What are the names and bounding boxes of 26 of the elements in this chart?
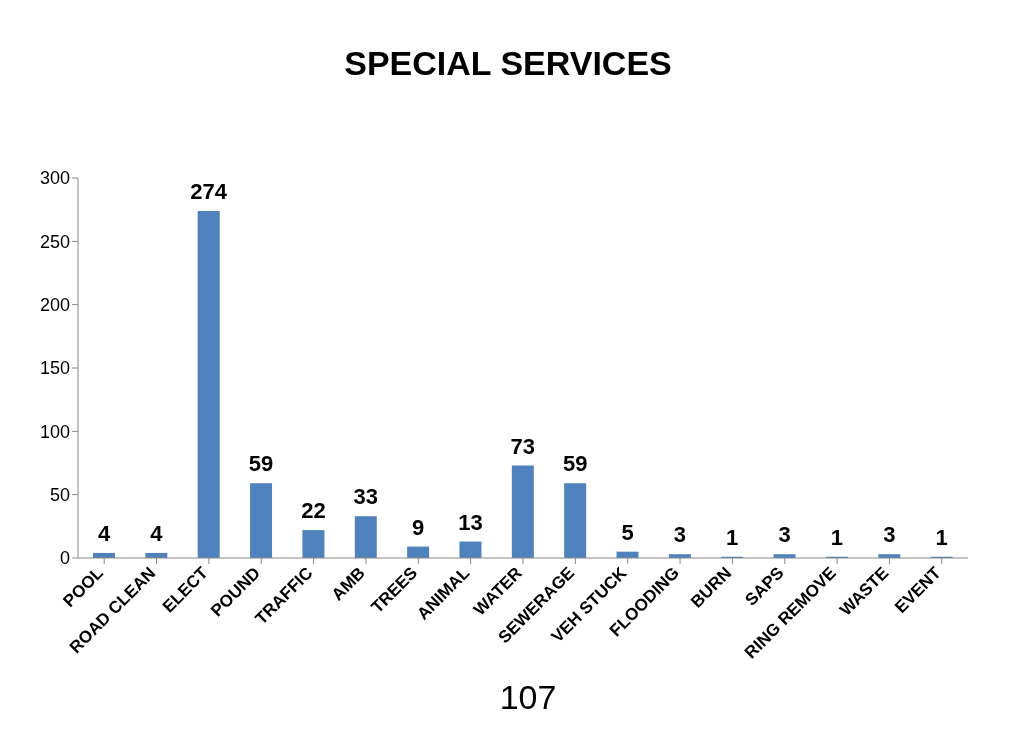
y-tick-label: 0 bbox=[59, 548, 70, 569]
data-label: 4 bbox=[97, 520, 111, 546]
data-label: 1 bbox=[935, 524, 948, 550]
data-label: 33 bbox=[353, 484, 379, 510]
y-tick-label: 300 bbox=[39, 168, 70, 189]
data-label: 59 bbox=[562, 451, 588, 477]
data-label: 4 bbox=[150, 520, 164, 546]
data-label: 3 bbox=[883, 522, 896, 548]
y-tick-label: 250 bbox=[39, 231, 70, 252]
data-label: 13 bbox=[458, 509, 483, 535]
data-label: 3 bbox=[778, 522, 791, 548]
y-tick-label: 50 bbox=[49, 485, 70, 506]
data-label: 5 bbox=[621, 519, 634, 545]
chart-title: SPECIAL SERVICES bbox=[343, 44, 673, 83]
data-label: 274 bbox=[190, 178, 228, 204]
data-label: 1 bbox=[830, 524, 844, 550]
y-tick-label: 100 bbox=[39, 421, 70, 442]
y-tick-label: 150 bbox=[39, 358, 70, 379]
y-tick-label: 200 bbox=[39, 295, 70, 316]
text: 107 bbox=[498, 678, 558, 717]
data-label: 1 bbox=[726, 524, 739, 550]
data-label: 3 bbox=[673, 522, 687, 548]
data-label: 22 bbox=[301, 498, 326, 524]
data-label: 73 bbox=[510, 433, 536, 459]
data-label: 9 bbox=[411, 514, 425, 540]
data-label: 59 bbox=[248, 451, 274, 477]
